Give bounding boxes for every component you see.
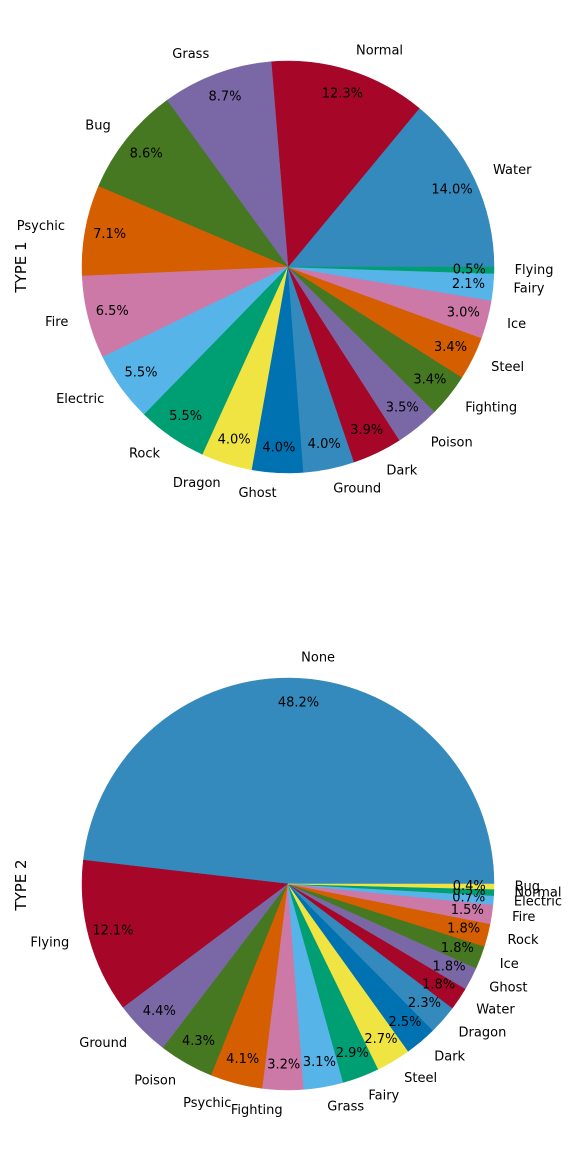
slice-label-bug: Bug: [85, 118, 110, 133]
type-1-axis-label: TYPE 1: [12, 241, 30, 293]
percent-label-fairy: 2.1%: [452, 277, 485, 292]
pie-slice-none: [83, 677, 495, 885]
slice-label-fire: Fire: [45, 315, 68, 330]
slice-label-ground: Ground: [333, 482, 381, 497]
slice-label-fighting: Fighting: [231, 1103, 283, 1118]
slice-label-ghost: Ghost: [238, 486, 276, 501]
slice-label-ice: Ice: [507, 317, 526, 332]
slice-label-dragon: Dragon: [459, 1026, 507, 1041]
pie-slice-bug: [287, 883, 495, 890]
slice-label-ghost: Ghost: [489, 981, 527, 996]
percent-label-steel: 2.7%: [364, 1032, 397, 1047]
slice-label-bug: Bug: [515, 879, 540, 894]
slice-label-fairy: Fairy: [368, 1088, 399, 1103]
percent-label-water: 1.8%: [422, 977, 455, 992]
pie-slice-normal: [270, 60, 420, 268]
type-2-pie-chart: None 48.2% Flying 12.1% Ground 4.4% Poison 4.3%…: [30, 650, 562, 1118]
percent-label-flying: 0.5%: [453, 262, 486, 277]
percent-label-fighting: 3.4%: [413, 372, 446, 387]
percent-label-bug: 0.4%: [453, 879, 486, 894]
pie-slice-flying: [287, 266, 495, 274]
slice-label-poison: Poison: [134, 1074, 176, 1089]
pie-slice-bug: [98, 99, 289, 268]
percent-label-fairy: 2.9%: [336, 1046, 369, 1061]
slice-label-grass: Grass: [172, 47, 209, 62]
percent-label-psychic: 4.1%: [226, 1052, 259, 1067]
percent-label-ghost: 4.0%: [262, 441, 295, 456]
slice-label-fire: Fire: [512, 910, 535, 925]
slice-label-fairy: Fairy: [514, 282, 545, 297]
slice-label-flying: Flying: [30, 936, 69, 951]
percent-label-rock: 5.5%: [169, 409, 202, 424]
percent-label-dark: 2.5%: [388, 1015, 421, 1030]
percent-label-grass: 3.1%: [303, 1055, 336, 1070]
slice-label-ground: Ground: [79, 1036, 127, 1051]
pie-slice-flying: [81, 859, 289, 1008]
percent-label-dragon: 2.3%: [408, 996, 441, 1011]
slice-label-dark: Dark: [434, 1050, 465, 1065]
pie-slice-grass: [166, 61, 289, 268]
percent-label-ground: 4.0%: [308, 437, 341, 452]
percent-label-electric: 5.5%: [124, 366, 157, 381]
percent-label-dragon: 4.0%: [218, 433, 251, 448]
slice-label-psychic: Psychic: [17, 219, 65, 234]
type-1-pie-chart: Water 14.0% Normal 12.3% Grass 8.7% Bug 8.6% Psy…: [17, 43, 554, 500]
slice-label-steel: Steel: [404, 1071, 437, 1086]
slice-label-electric: Electric: [514, 894, 562, 909]
percent-label-bug: 8.6%: [130, 147, 163, 162]
slice-label-water: Water: [493, 163, 532, 178]
slice-label-grass: Grass: [327, 1100, 364, 1115]
percent-label-ice: 1.8%: [441, 941, 474, 956]
percent-label-ground: 4.4%: [143, 1004, 176, 1019]
percent-label-normal: 12.3%: [322, 87, 363, 102]
percent-label-ghost: 1.8%: [433, 960, 466, 975]
slice-label-fighting: Fighting: [465, 401, 517, 416]
slice-label-flying: Flying: [515, 263, 554, 278]
slice-label-ice: Ice: [500, 957, 519, 972]
percent-label-poison: 4.3%: [182, 1034, 215, 1049]
percent-label-poison: 3.5%: [386, 400, 419, 415]
slice-label-dark: Dark: [386, 464, 417, 479]
slice-label-psychic: Psychic: [183, 1096, 231, 1111]
slice-label-normal: Normal: [356, 43, 403, 58]
slice-label-dragon: Dragon: [173, 476, 221, 491]
percent-label-ice: 3.0%: [447, 306, 480, 321]
slice-label-water: Water: [476, 1003, 515, 1018]
slice-label-rock: Rock: [508, 933, 540, 948]
pie-slice-water: [287, 107, 495, 268]
slice-label-steel: Steel: [491, 360, 524, 375]
slice-label-poison: Poison: [431, 435, 473, 450]
percent-label-flying: 12.1%: [92, 924, 133, 939]
percent-label-fire: 1.5%: [451, 903, 484, 918]
percent-label-steel: 3.4%: [434, 340, 467, 355]
percent-label-dark: 3.9%: [350, 423, 383, 438]
percent-label-psychic: 7.1%: [93, 227, 126, 242]
percent-label-grass: 8.7%: [208, 90, 241, 105]
percent-label-fighting: 3.2%: [267, 1058, 300, 1073]
slice-label-normal: Normal: [514, 886, 561, 901]
percent-label-none: 48.2%: [278, 696, 319, 711]
percent-label-rock: 1.8%: [447, 922, 480, 937]
slice-label-rock: Rock: [129, 447, 161, 462]
slice-label-electric: Electric: [56, 392, 104, 407]
percent-label-water: 14.0%: [431, 182, 472, 197]
percent-label-fire: 6.5%: [96, 304, 129, 319]
type-2-axis-label: TYPE 2: [12, 859, 30, 911]
slice-label-none: None: [301, 650, 335, 665]
